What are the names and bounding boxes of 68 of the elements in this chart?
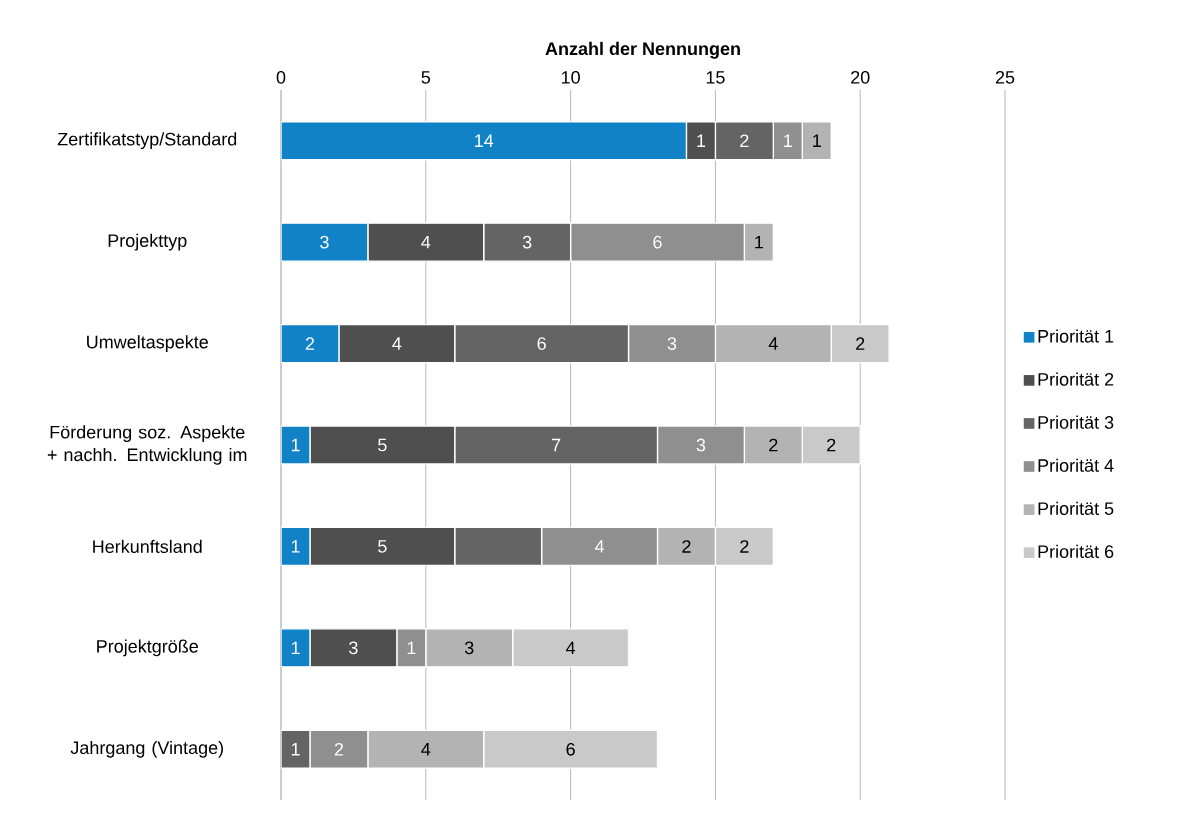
- bar: [367, 222, 485, 262]
- x-tick-label: 20: [851, 70, 870, 84]
- data-label: 14: [475, 134, 494, 147]
- data-label: 6: [566, 742, 575, 756]
- data-label: 3: [696, 438, 706, 452]
- data-label: 3: [320, 235, 329, 249]
- x-tick-label: 15: [706, 71, 725, 84]
- x-tick-label: 25: [995, 70, 1015, 84]
- bar: [454, 323, 630, 364]
- data-label: 2: [856, 337, 865, 350]
- y-tick-label: Jahrgang (Vintage): [70, 740, 223, 758]
- bar: [483, 222, 572, 262]
- y-tick-label: Projekttyp: [108, 233, 187, 251]
- data-label: 2: [827, 438, 836, 452]
- legend-label: Priorität 6: [1038, 544, 1114, 559]
- x-tick-label: 5: [421, 71, 431, 84]
- bar: [454, 425, 659, 465]
- data-label: 4: [421, 743, 431, 756]
- bar: [338, 323, 456, 364]
- bar: [309, 526, 456, 567]
- data-label: 7: [552, 438, 561, 452]
- x-tick-label: 0: [276, 70, 286, 84]
- data-label: 1: [291, 641, 300, 655]
- data-label: 3: [349, 641, 358, 655]
- data-label: 4: [421, 235, 431, 249]
- data-label: 1: [291, 540, 300, 553]
- data-label: 4: [768, 337, 778, 350]
- legend-label: Priorität 2: [1038, 372, 1114, 386]
- bar: [454, 526, 543, 567]
- x-tick-label: 10: [561, 70, 580, 84]
- bar: [309, 425, 456, 465]
- data-label: 1: [291, 438, 300, 452]
- bar: [281, 222, 369, 262]
- data-label: 1: [755, 235, 763, 249]
- y-tick-label: Zertifikatstyp/Standard: [57, 132, 237, 150]
- data-label: 4: [594, 540, 605, 553]
- data-label: 3: [522, 235, 532, 249]
- data-label: 1: [784, 134, 792, 147]
- y-tick-label: Förderung soz. Aspekte + nachh. Entwicklung im: [47, 425, 247, 465]
- data-label: 2: [305, 337, 315, 350]
- data-label: 1: [697, 134, 706, 147]
- y-tick-label: Umweltaspekte: [87, 335, 208, 352]
- x-axis-title: Anzahl der Nennungen: [545, 41, 740, 59]
- data-label: 2: [740, 134, 749, 147]
- bar: [281, 323, 340, 364]
- data-label: 1: [291, 743, 300, 756]
- legend-label: Priorität 1: [1038, 329, 1114, 343]
- y-tick-label: Projektgröße: [97, 639, 198, 657]
- data-label: 6: [537, 337, 546, 350]
- bar: [281, 121, 688, 161]
- data-label: 2: [682, 540, 691, 553]
- data-label: 3: [464, 641, 474, 655]
- legend-label: Priorität 3: [1038, 415, 1114, 429]
- data-label: 4: [566, 641, 576, 655]
- legend-label: Priorität 4: [1038, 458, 1114, 472]
- data-label: 3: [667, 337, 677, 350]
- legend-label: Priorität 5: [1038, 501, 1114, 515]
- data-label: 2: [769, 438, 778, 452]
- data-label: 5: [378, 540, 387, 553]
- data-label: 4: [392, 337, 402, 350]
- y-tick-label: Herkunftsland: [93, 539, 202, 554]
- data-label: 6: [653, 235, 662, 249]
- data-label: 2: [334, 742, 344, 756]
- data-label: 1: [407, 641, 416, 655]
- bar: [714, 121, 774, 161]
- data-label: 2: [740, 540, 749, 553]
- data-label: 1: [813, 134, 821, 147]
- data-label: 5: [378, 438, 387, 452]
